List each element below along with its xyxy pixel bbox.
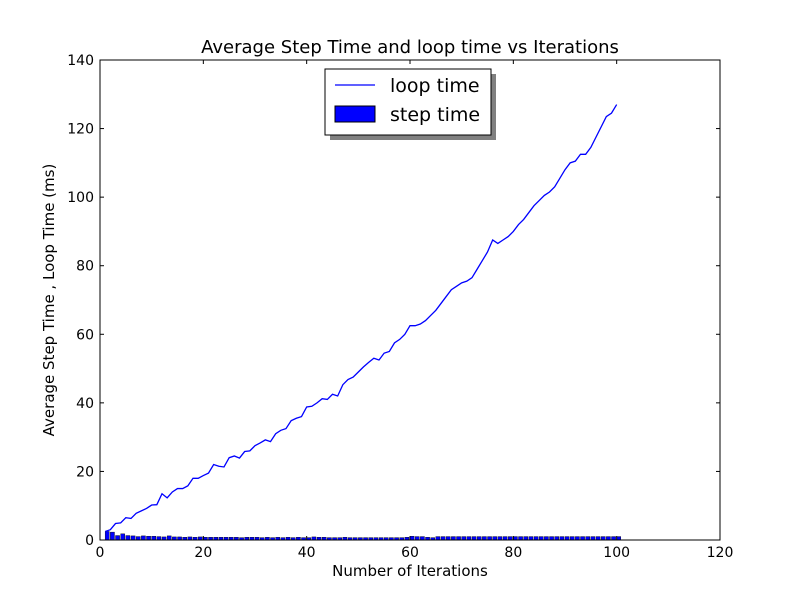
step-time-bar bbox=[104, 531, 110, 541]
step-time-bar bbox=[125, 535, 131, 541]
step-time-bar bbox=[120, 533, 125, 541]
step-time-bar bbox=[492, 536, 497, 541]
x-axis-label: Number of Iterations bbox=[332, 562, 488, 580]
step-time-bar bbox=[523, 536, 529, 541]
y-axis-label: Average Step Time , Loop Time (ms) bbox=[40, 164, 58, 437]
step-time-bar bbox=[476, 536, 482, 541]
step-time-bar bbox=[146, 536, 151, 541]
legend: loop time step time bbox=[324, 68, 496, 140]
step-time-bar bbox=[538, 536, 544, 541]
step-time-bar bbox=[141, 535, 146, 541]
chart-title: Average Step Time and loop time vs Itera… bbox=[201, 37, 619, 58]
step-time-bar bbox=[420, 536, 425, 541]
step-time-bar bbox=[435, 536, 441, 541]
step-time-bar bbox=[513, 536, 518, 541]
step-time-bar bbox=[549, 536, 554, 541]
step-time-bar bbox=[471, 536, 477, 541]
step-time-bar bbox=[507, 536, 513, 541]
x-tick-label: 80 bbox=[504, 545, 522, 561]
step-time-bar bbox=[528, 536, 534, 541]
loop-time-line bbox=[104, 104, 618, 533]
step-time-bar bbox=[497, 536, 503, 541]
y-tick-label: 20 bbox=[76, 464, 94, 480]
legend-label-step-time: step time bbox=[390, 104, 480, 126]
step-time-bar bbox=[569, 536, 575, 541]
x-tick-label: 40 bbox=[298, 545, 316, 561]
step-time-bar bbox=[554, 536, 560, 541]
plot-frame bbox=[99, 59, 721, 541]
step-time-bar bbox=[115, 535, 120, 541]
step-time-bar bbox=[151, 536, 157, 541]
step-time-bar bbox=[585, 536, 591, 541]
step-time-bar bbox=[445, 536, 451, 541]
x-tick-label: 20 bbox=[194, 545, 212, 561]
step-time-bar bbox=[606, 536, 611, 541]
step-time-bar bbox=[575, 536, 580, 541]
step-time-bar bbox=[482, 536, 487, 541]
step-time-bar bbox=[595, 536, 601, 541]
step-time-bar bbox=[461, 536, 466, 541]
step-time-bar bbox=[580, 536, 585, 541]
step-time-bar bbox=[600, 536, 606, 541]
step-time-bar bbox=[130, 535, 136, 541]
step-time-bar bbox=[110, 531, 115, 541]
step-time-bar bbox=[166, 535, 172, 541]
step-time-bar bbox=[518, 536, 523, 541]
step-time-bar bbox=[456, 536, 461, 541]
y-tick-label: 80 bbox=[76, 259, 94, 275]
y-tick-label: 100 bbox=[67, 190, 94, 206]
legend-label-loop-time: loop time bbox=[390, 75, 480, 97]
step-time-bar bbox=[616, 536, 622, 541]
y-tick-label: 40 bbox=[76, 396, 94, 412]
step-time-bar bbox=[564, 536, 570, 541]
step-time-bar bbox=[156, 536, 162, 541]
step-time-bar bbox=[451, 536, 456, 541]
step-time-bar bbox=[440, 536, 446, 541]
step-time-bar bbox=[414, 536, 420, 541]
x-tick-label: 100 bbox=[603, 545, 630, 561]
step-time-bar bbox=[544, 536, 549, 541]
step-time-bar bbox=[590, 536, 596, 541]
y-tick-label: 120 bbox=[67, 122, 94, 138]
y-tick-label: 140 bbox=[67, 53, 94, 69]
step-time-bar bbox=[487, 536, 492, 541]
step-time-bar bbox=[533, 536, 539, 541]
y-tick-label: 0 bbox=[85, 533, 94, 549]
tick-labels: 0 20 40 60 80 100 120 0 20 40 60 80 100 120 140 bbox=[67, 53, 733, 561]
x-tick-label: 0 bbox=[96, 545, 105, 561]
step-time-bar bbox=[409, 536, 415, 541]
legend-box bbox=[324, 68, 492, 136]
step-time-bar bbox=[611, 536, 616, 541]
y-tick-label: 60 bbox=[76, 327, 94, 343]
x-tick-label: 120 bbox=[707, 545, 734, 561]
legend-bar-swatch bbox=[334, 105, 376, 123]
step-time-bar bbox=[466, 536, 472, 541]
step-time-bars bbox=[104, 531, 622, 541]
step-time-bar bbox=[135, 536, 141, 541]
step-time-bar bbox=[502, 536, 508, 541]
x-tick-label: 60 bbox=[401, 545, 419, 561]
step-time-bar bbox=[559, 536, 565, 541]
